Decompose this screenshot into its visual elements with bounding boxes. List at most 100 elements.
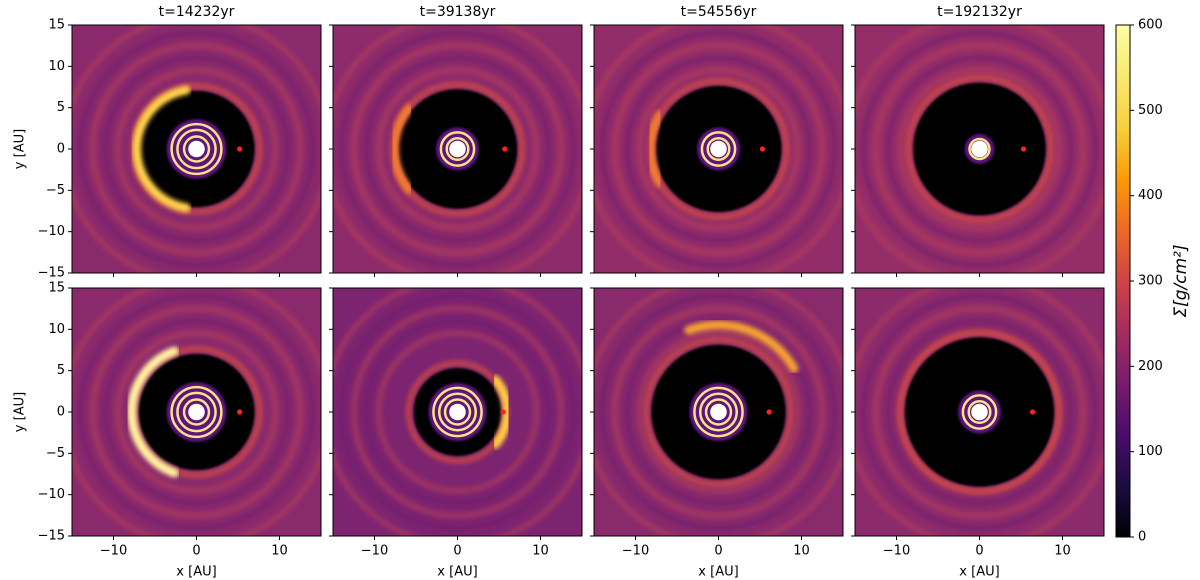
- x-tick-label: 0: [975, 544, 983, 559]
- inner-hole: [710, 140, 727, 158]
- x-axis-label: x [AU]: [959, 565, 999, 580]
- y-tick-label: 15: [48, 18, 65, 33]
- panel-image: [72, 25, 321, 273]
- inner-ring: [176, 128, 217, 170]
- outer-ring: [102, 54, 291, 244]
- outer-ring: [599, 292, 838, 532]
- colorbar-tick-label: 0: [1138, 530, 1146, 545]
- outer-ring: [89, 42, 304, 256]
- inner-hole: [188, 403, 205, 421]
- colorbar: [1115, 24, 1131, 538]
- x-tick-label: −10: [100, 544, 127, 559]
- planet: [502, 146, 508, 152]
- inner-ring: [170, 385, 223, 439]
- outer-ring: [872, 305, 1087, 519]
- inner-ring: [432, 386, 483, 438]
- planet: [237, 409, 243, 415]
- inner-hole: [449, 140, 466, 158]
- x-tick-label: 10: [532, 544, 549, 559]
- panel-title: t=14232yr: [159, 4, 235, 20]
- x-tick-label: −10: [883, 544, 910, 559]
- y-tick-label: −5: [46, 183, 65, 198]
- planet: [759, 146, 766, 152]
- inner-ring: [182, 135, 211, 163]
- planet: [500, 409, 506, 415]
- panel-title: t=54556yr: [681, 4, 757, 20]
- outer-ring: [375, 330, 540, 494]
- outer-ring: [599, 29, 838, 269]
- outer-ring: [338, 29, 577, 269]
- colorbar-tick-label: 300: [1138, 274, 1163, 289]
- outer-ring: [102, 317, 291, 507]
- outer-ring: [872, 42, 1087, 256]
- inner-ring: [700, 131, 737, 167]
- y-tick-label: 0: [57, 142, 65, 157]
- y-tick-label: 0: [57, 405, 65, 420]
- outer-ring: [363, 317, 552, 507]
- y-tick-label: 15: [48, 281, 65, 296]
- y-tick-label: −10: [38, 487, 65, 502]
- outer-ring: [860, 29, 1099, 269]
- y-tick-label: −10: [38, 224, 65, 239]
- gap-edge: [905, 75, 1054, 223]
- inner-ring: [968, 137, 991, 161]
- crescent: [389, 103, 414, 195]
- inner-hole: [188, 140, 205, 158]
- outer-ring: [338, 292, 577, 532]
- outer-ring: [860, 292, 1099, 532]
- outer-ring: [624, 54, 813, 244]
- planet: [237, 146, 243, 152]
- colorbar-tick-label: 200: [1138, 359, 1163, 374]
- y-axis-label: y [AU]: [13, 129, 28, 169]
- panel-title: t=192132yr: [937, 4, 1022, 20]
- y-tick-label: 10: [48, 59, 65, 74]
- outer-ring: [350, 42, 565, 256]
- panel-image: [594, 25, 843, 273]
- x-tick-label: 0: [714, 544, 722, 559]
- panel-title: t=39138yr: [420, 4, 496, 20]
- colorbar-tick-label: 500: [1138, 103, 1163, 118]
- inner-hole: [971, 140, 988, 158]
- colorbar-tick-label: 600: [1138, 18, 1163, 33]
- inner-hole: [710, 403, 727, 421]
- colorbar-label: Σ[g/cm²]: [1171, 244, 1191, 317]
- outer-ring: [611, 305, 826, 519]
- inner-ring: [439, 131, 476, 167]
- inner-ring: [443, 398, 472, 426]
- outer-ring: [114, 67, 279, 231]
- outer-ring: [636, 67, 801, 231]
- x-tick-label: −10: [361, 544, 388, 559]
- inner-ring: [437, 392, 478, 432]
- x-tick-label: 10: [271, 544, 288, 559]
- inner-ring: [170, 122, 223, 176]
- planet: [766, 409, 772, 415]
- crescent: [684, 320, 799, 373]
- inner-ring: [967, 399, 992, 425]
- outer-ring: [363, 54, 552, 244]
- x-tick-label: 10: [793, 544, 810, 559]
- outer-ring: [114, 330, 279, 494]
- x-tick-label: 0: [192, 544, 200, 559]
- y-axis-label: y [AU]: [13, 392, 28, 432]
- colorbar-tick-label: 100: [1138, 444, 1163, 459]
- gap-edge: [897, 329, 1062, 495]
- inner-ring: [176, 391, 217, 433]
- panel-image: [855, 288, 1104, 536]
- outer-ring: [636, 330, 801, 494]
- outer-ring: [885, 54, 1074, 244]
- outer-ring: [611, 42, 826, 256]
- panel-image: [855, 25, 1104, 273]
- x-axis-label: x [AU]: [176, 565, 216, 580]
- colorbar-tick-label: 400: [1138, 188, 1163, 203]
- x-tick-label: −10: [622, 544, 649, 559]
- inner-ring: [961, 394, 998, 430]
- panel-image: [594, 288, 843, 536]
- y-tick-label: −15: [38, 266, 65, 281]
- x-tick-label: 10: [1054, 544, 1071, 559]
- inner-ring: [445, 136, 470, 162]
- outer-ring: [885, 317, 1074, 507]
- inner-ring: [693, 386, 744, 438]
- x-tick-label: 0: [453, 544, 461, 559]
- outer-ring: [89, 305, 304, 519]
- inner-hole: [971, 403, 988, 421]
